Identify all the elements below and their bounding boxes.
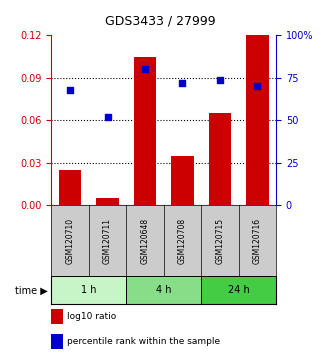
Text: 4 h: 4 h [156,285,171,295]
Point [255,84,260,89]
Point [143,67,148,72]
Bar [201,276,276,304]
Text: 1 h: 1 h [81,285,97,295]
Text: percentile rank within the sample: percentile rank within the sample [67,337,220,346]
Text: time ▶: time ▶ [15,285,48,295]
Bar [59,170,81,205]
Text: log10 ratio: log10 ratio [67,312,116,321]
Point [67,87,73,93]
Text: GSM120715: GSM120715 [215,218,224,264]
Bar [134,57,156,205]
Text: GSM120716: GSM120716 [253,218,262,264]
Text: GDS3433 / 27999: GDS3433 / 27999 [105,14,216,27]
Point [105,114,110,120]
Point [217,77,222,82]
Bar [171,156,194,205]
Bar [51,309,63,324]
Bar [246,35,269,205]
Text: GSM120710: GSM120710 [65,218,74,264]
Text: GSM120708: GSM120708 [178,218,187,264]
Bar [96,198,119,205]
Point [180,80,185,86]
Text: 24 h: 24 h [228,285,249,295]
Bar [51,334,63,349]
Text: GSM120711: GSM120711 [103,218,112,264]
Text: GSM120648: GSM120648 [141,218,150,264]
Bar [209,113,231,205]
Bar [51,276,126,304]
Bar [126,276,201,304]
